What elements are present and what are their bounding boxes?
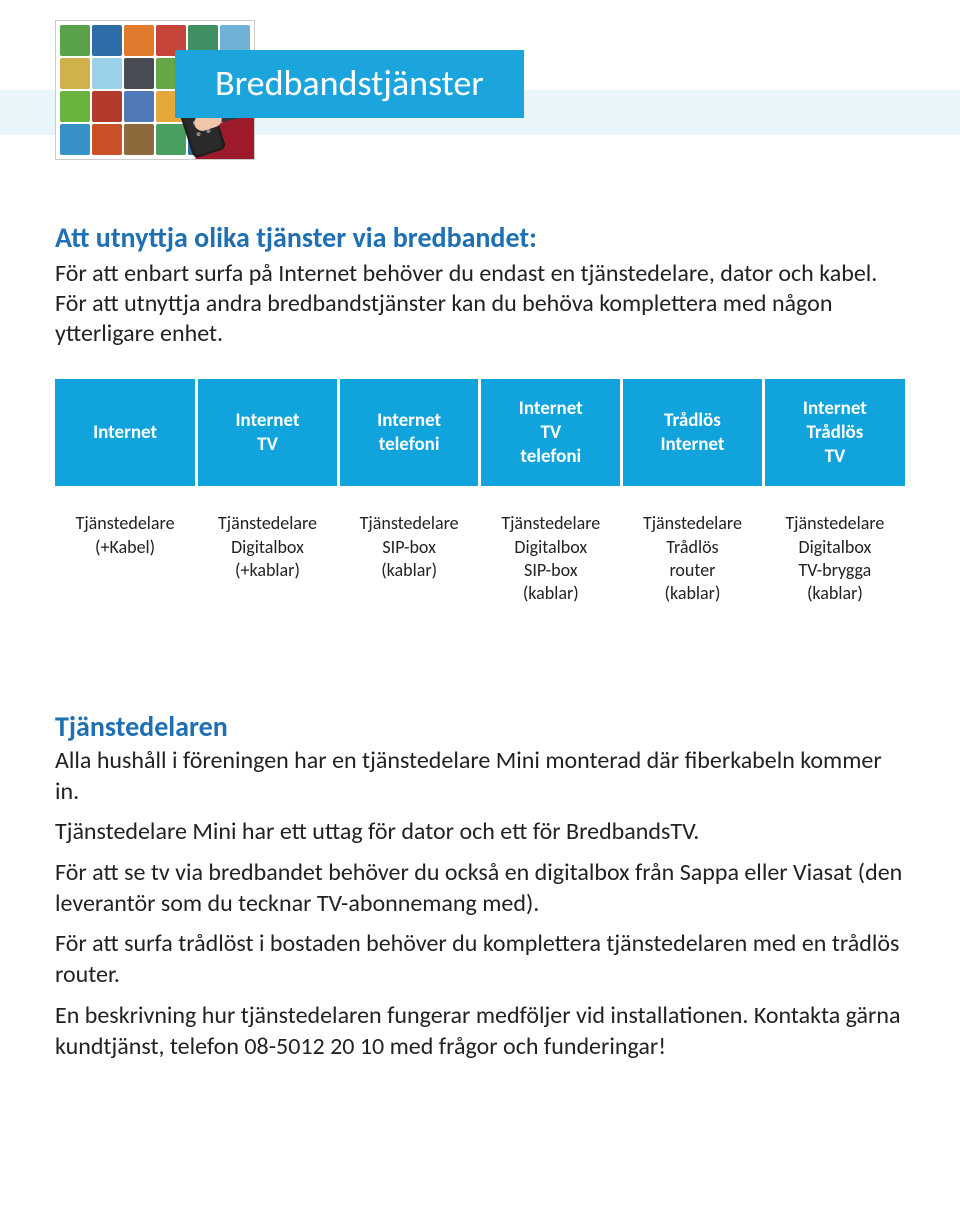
section-paragraph: Tjänstedelare Mini har ett uttag för dat… (55, 817, 905, 848)
header-banner: Bredbandstjänster (55, 20, 905, 160)
hero-tile (92, 25, 122, 56)
hero-tile (124, 58, 154, 89)
services-header-row: Internet InternetTV Internettelefoni Int… (55, 379, 905, 486)
col-header: TrådlösInternet (622, 379, 764, 486)
services-body-row: Tjänstedelare(+Kabel) TjänstedelareDigit… (55, 486, 905, 654)
hero-tile (60, 25, 90, 56)
hero-tile (60, 91, 90, 122)
section-heading: Tjänstedelaren (55, 709, 905, 744)
hero-tile (60, 124, 90, 155)
section-block: Tjänstedelaren Alla hushåll i föreningen… (55, 709, 905, 1062)
hero-tile (124, 91, 154, 122)
col-cell: TjänstedelareDigitalboxTV-brygga(kablar) (763, 486, 905, 654)
hero-tile (92, 58, 122, 89)
hero-tile (92, 124, 122, 155)
col-cell: Tjänstedelare(+Kabel) (55, 486, 197, 654)
hero-tile (60, 58, 90, 89)
hero-tile (124, 124, 154, 155)
col-header: Internet (55, 379, 197, 486)
col-cell: TjänstedelareDigitalboxSIP-box(kablar) (480, 486, 622, 654)
col-header: InternetTV (197, 379, 339, 486)
col-cell: TjänstedelareTrådlösrouter(kablar) (622, 486, 764, 654)
intro-heading: Att utnyttja olika tjänster via bredband… (55, 220, 905, 255)
section-paragraph: För att surfa trådlöst i bostaden behöve… (55, 929, 905, 990)
col-cell: TjänstedelareSIP-box(kablar) (338, 486, 480, 654)
col-header: InternetTVtelefoni (480, 379, 622, 486)
document-page: Bredbandstjänster Att utnyttja olika tjä… (0, 0, 960, 1102)
section-paragraph: Alla hushåll i föreningen har en tjänste… (55, 746, 905, 807)
col-header: Internettelefoni (338, 379, 480, 486)
col-header: InternetTrådlösTV (763, 379, 905, 486)
intro-block: Att utnyttja olika tjänster via bredband… (55, 220, 905, 349)
hero-tile (92, 91, 122, 122)
section-paragraph: En beskrivning hur tjänstedelaren funger… (55, 1001, 905, 1062)
section-paragraph: För att se tv via bredbandet behöver du … (55, 858, 905, 919)
intro-body: För att enbart surfa på Internet behöver… (55, 259, 905, 349)
hero-tile (124, 25, 154, 56)
page-title: Bredbandstjänster (215, 61, 484, 105)
col-cell: TjänstedelareDigitalbox(+kablar) (197, 486, 339, 654)
page-title-badge: Bredbandstjänster (175, 50, 524, 118)
services-table: Internet InternetTV Internettelefoni Int… (55, 379, 905, 654)
